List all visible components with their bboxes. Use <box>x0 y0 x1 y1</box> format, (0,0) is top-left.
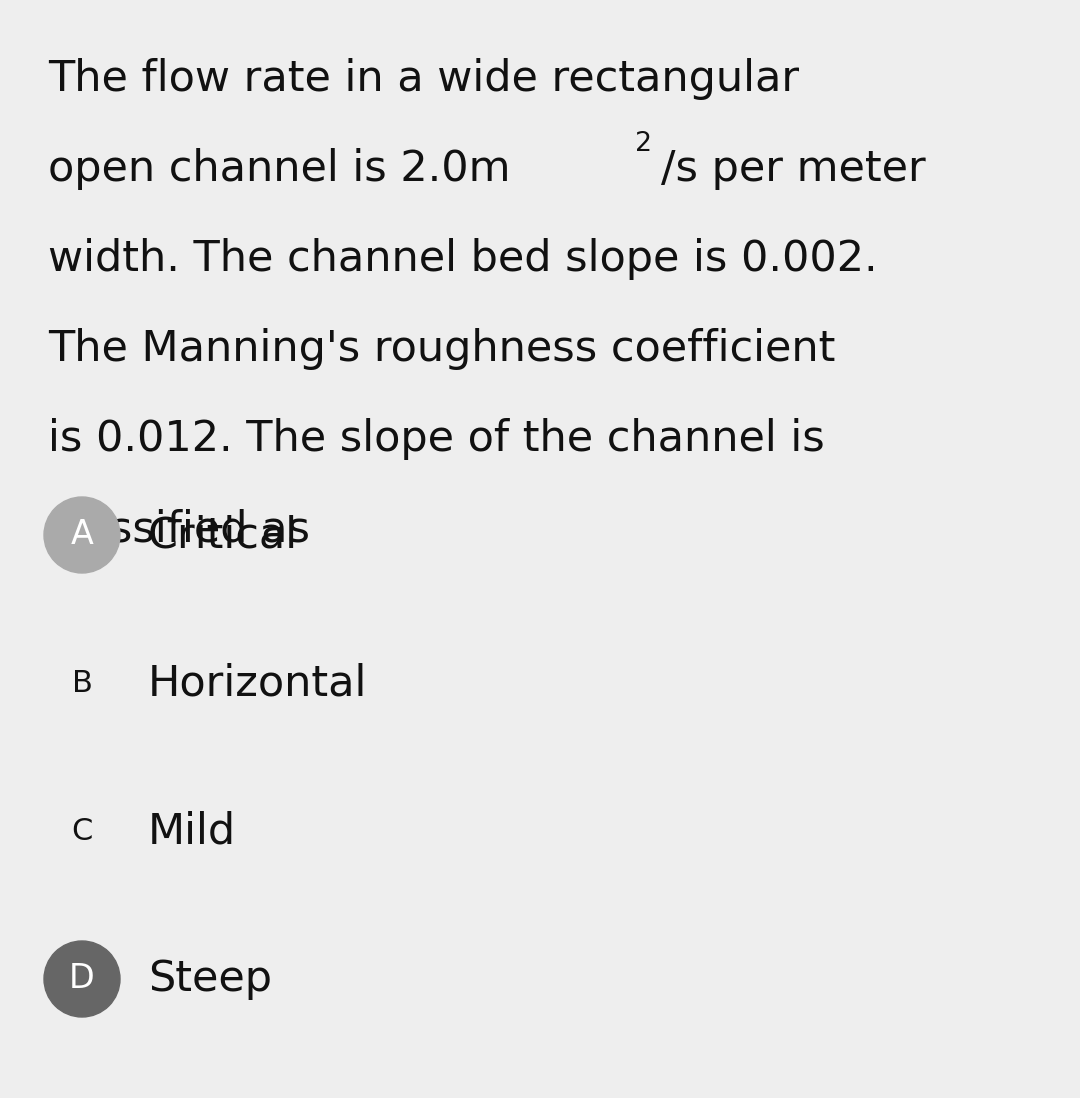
Text: classified as: classified as <box>48 508 310 550</box>
Text: B: B <box>71 669 93 697</box>
Text: A: A <box>70 518 94 551</box>
Text: The Manning's roughness coefficient: The Manning's roughness coefficient <box>48 328 835 370</box>
Text: open channel is 2.0m: open channel is 2.0m <box>48 148 511 190</box>
Text: Horizontal: Horizontal <box>148 662 367 704</box>
Text: Critical: Critical <box>148 514 298 556</box>
Text: C: C <box>71 817 93 845</box>
Circle shape <box>44 497 120 573</box>
Text: /s per meter: /s per meter <box>661 148 926 190</box>
Text: 2: 2 <box>635 131 651 157</box>
Text: Steep: Steep <box>148 957 272 1000</box>
Text: is 0.012. The slope of the channel is: is 0.012. The slope of the channel is <box>48 418 825 460</box>
Text: width. The channel bed slope is 0.002.: width. The channel bed slope is 0.002. <box>48 238 878 280</box>
Text: D: D <box>69 963 95 996</box>
Text: The flow rate in a wide rectangular: The flow rate in a wide rectangular <box>48 58 799 100</box>
Text: Mild: Mild <box>148 810 237 852</box>
Circle shape <box>44 941 120 1017</box>
